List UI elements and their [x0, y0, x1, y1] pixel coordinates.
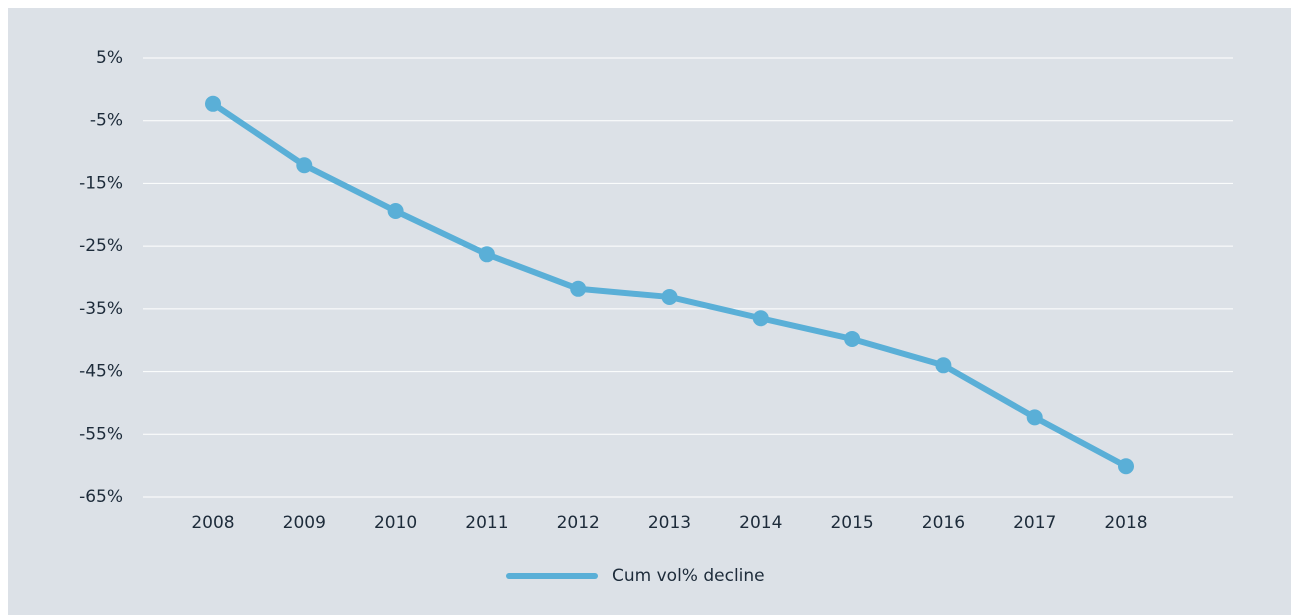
point — [935, 357, 952, 374]
x-tick-label: 2014 — [739, 513, 782, 533]
x-tick-label: 2009 — [283, 513, 326, 533]
x-tick-label: 2008 — [191, 513, 234, 533]
point — [1026, 409, 1043, 426]
point — [296, 157, 313, 174]
y-tick-label: -45% — [79, 362, 123, 382]
x-tick-label: 2012 — [557, 513, 600, 533]
x-tick-label: 2018 — [1104, 513, 1147, 533]
x-tick-label: 2010 — [374, 513, 417, 533]
point — [844, 330, 861, 347]
y-tick-label: -35% — [79, 299, 123, 319]
x-tick-label: 2011 — [465, 513, 508, 533]
point — [387, 203, 404, 220]
y-tick-label: -15% — [79, 173, 123, 193]
x-tick-label: 2017 — [1013, 513, 1056, 533]
point — [1118, 458, 1134, 475]
x-tick-label: 2016 — [922, 513, 965, 533]
point — [205, 95, 221, 112]
y-tick-label: -55% — [79, 424, 123, 444]
point — [478, 246, 495, 263]
y-tick-label: -25% — [79, 236, 123, 256]
x-tick-label: 2015 — [830, 513, 873, 533]
x-tick-label: 2013 — [648, 513, 691, 533]
point — [570, 280, 587, 297]
y-tick-label: -5% — [90, 111, 123, 131]
point — [661, 288, 678, 305]
y-tick-label: -65% — [79, 487, 123, 507]
y-tick-label: 5% — [96, 48, 123, 68]
point — [752, 310, 769, 327]
legend-label: Cum vol% decline — [612, 566, 765, 586]
